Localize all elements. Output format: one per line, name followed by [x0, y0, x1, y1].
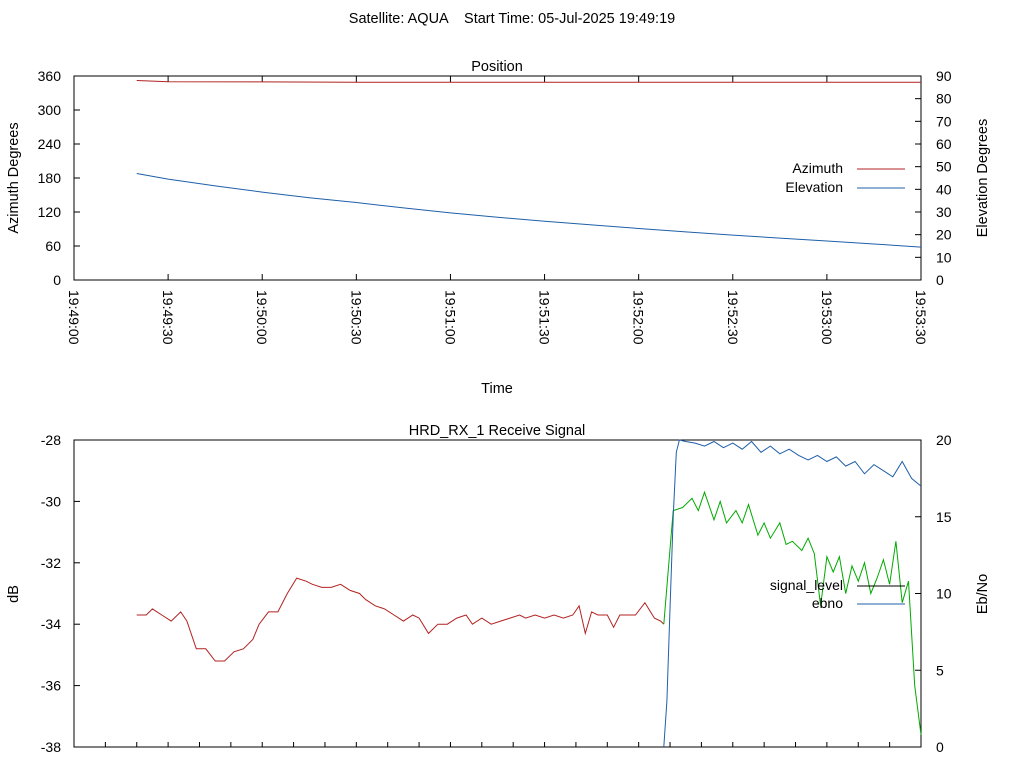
position-x-tick-label: 19:50:30 [348, 290, 364, 345]
position-y-tick-label: 180 [38, 170, 62, 186]
position-x-tick-label: 19:52:30 [725, 290, 741, 345]
position-chart-title: Position [471, 59, 523, 75]
signal-y-tick-label: -38 [41, 739, 61, 755]
position-x-tick-label: 19:49:30 [160, 290, 176, 345]
position-y2-tick-label: 60 [936, 136, 952, 152]
position-y-axis-label: Azimuth Degrees [6, 122, 22, 233]
page-title: Satellite: AQUA Start Time: 05-Jul-2025 … [349, 11, 675, 27]
signal-y-tick-label: -34 [41, 616, 61, 632]
signal-y2-axis-label: Eb/No [975, 574, 991, 614]
position-y2-axis-label: Elevation Degrees [975, 119, 991, 238]
series-line-signal-level-low [136, 577, 665, 662]
signal-y2-tick-label: 15 [936, 509, 952, 525]
signal-series [136, 439, 922, 748]
position-y-tick-label: 360 [38, 68, 62, 84]
position-x-tick-label: 19:53:00 [819, 290, 835, 345]
legend-label-ebno: ebno [812, 595, 843, 611]
position-x-tick-label: 19:49:00 [66, 290, 82, 345]
position-plot-frame [73, 75, 922, 281]
position-y2-tick-label: 30 [936, 204, 952, 220]
position-chart: Position Azimuth Degrees Elevation Degre… [6, 59, 991, 397]
position-axes: 0 60 120 180 240 300 360 0 10 20 30 40 50 60 70 80 90 19:… [38, 68, 952, 345]
position-y2-tick-label: 40 [936, 181, 952, 197]
signal-chart: HRD_RX_1 Receive Signal dB Eb/No -38-36-… [6, 423, 991, 755]
position-x-tick-label: 19:51:00 [442, 290, 458, 345]
position-y2-tick-label: 70 [936, 113, 952, 129]
position-x-tick-label: 19:53:30 [913, 290, 929, 345]
position-x-axis-label: Time [481, 381, 513, 397]
signal-plot-frame [73, 439, 922, 748]
signal-y-tick-label: -30 [41, 493, 61, 509]
position-x-tick-label: 19:50:00 [254, 290, 270, 345]
position-x-tick-label: 19:52:00 [631, 290, 647, 345]
legend-label-signal-level: signal_level [770, 577, 843, 593]
signal-y2-tick-label: 10 [936, 586, 952, 602]
position-y2-tick-label: 10 [936, 249, 952, 265]
legend-label-elevation: Elevation [785, 179, 843, 195]
signal-y-tick-label: -32 [41, 555, 61, 571]
position-y-tick-label: 120 [38, 204, 62, 220]
position-x-tick-label: 19:51:30 [537, 290, 553, 345]
signal-axes: -38 -36 -34 -32 -30 -28 0 5 10 15 20 [41, 432, 952, 755]
signal-y2-tick-label: 5 [936, 662, 944, 678]
signal-y2-tick-label: 0 [936, 739, 944, 755]
series-line-azimuth [136, 80, 921, 83]
position-legend: Azimuth Elevation [785, 160, 905, 195]
signal-y-tick-label: -28 [41, 432, 61, 448]
position-y-tick-label: 60 [45, 238, 61, 254]
position-y-tick-label: 0 [53, 272, 61, 288]
series-line-elevation [136, 173, 922, 248]
series-line-signal-level [663, 490, 922, 735]
legend-label-azimuth: Azimuth [792, 160, 843, 176]
position-y-tick-label: 240 [38, 136, 62, 152]
series-line-ebno [663, 439, 922, 748]
signal-y2-tick-label: 20 [936, 432, 952, 448]
signal-y-tick-label: -36 [41, 678, 61, 694]
position-y-tick-label: 300 [38, 102, 62, 118]
position-y2-tick-label: 90 [936, 68, 952, 84]
position-y2-tick-label: 0 [936, 272, 944, 288]
position-y2-tick-label: 80 [936, 91, 952, 107]
position-series [136, 80, 922, 248]
position-y2-tick-label: 50 [936, 159, 952, 175]
signal-y-axis-label: dB [6, 585, 22, 603]
signal-chart-title: HRD_RX_1 Receive Signal [409, 423, 586, 439]
position-y2-tick-label: 20 [936, 227, 952, 243]
